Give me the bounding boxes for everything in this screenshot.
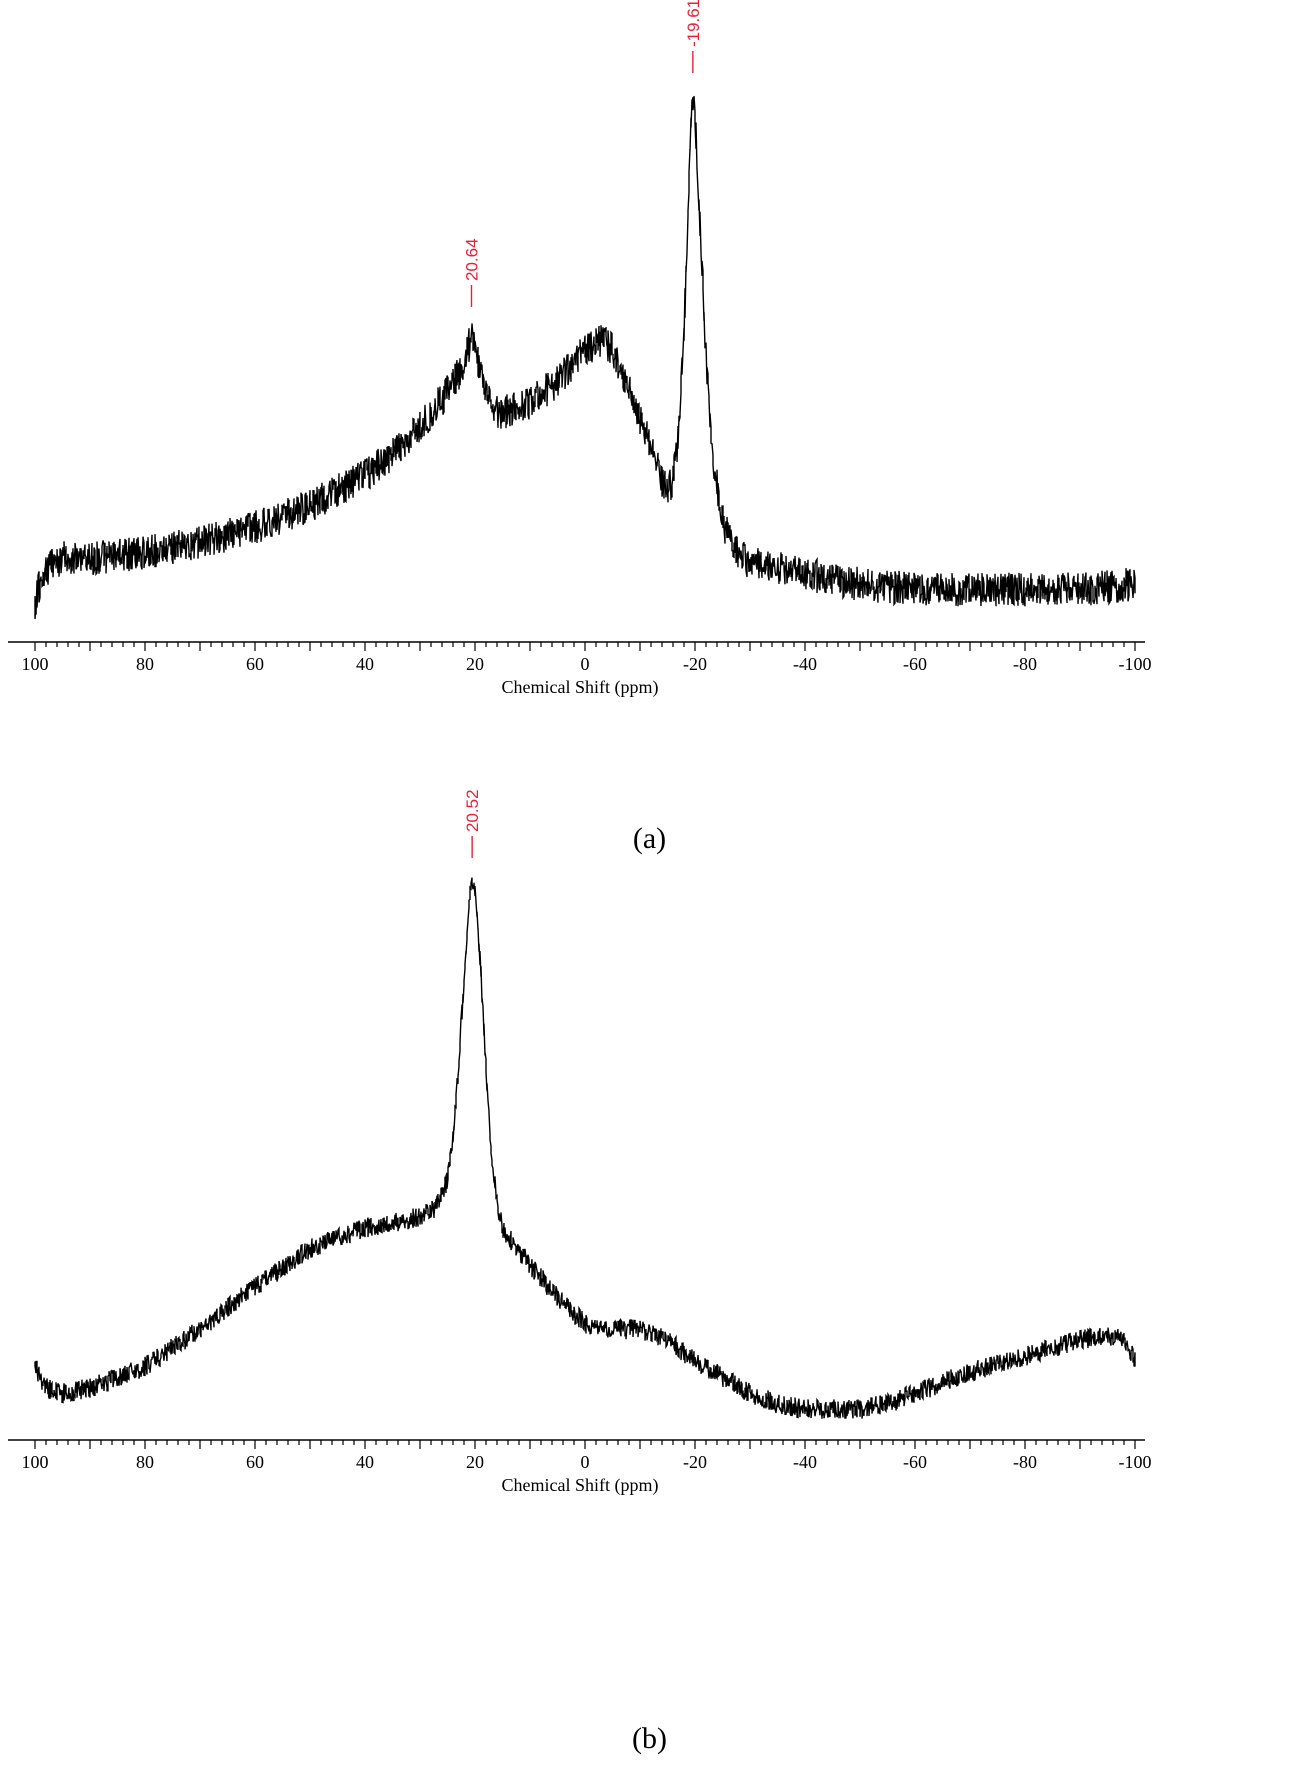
spectrum-panel-b: 100 80 60 40 20 0 -20 -40 -60 -80 -100 Chemical Shi…: [0, 789, 1299, 1773]
x-tick-label: -20: [683, 654, 707, 674]
x-tick-label: -20: [683, 1452, 707, 1472]
x-tick-label: 60: [246, 654, 264, 674]
x-tick-label: 40: [356, 654, 374, 674]
x-tick-label: -60: [903, 654, 927, 674]
x-tick-label: 0: [581, 654, 590, 674]
peak-label: -19.61: [684, 0, 703, 73]
x-tick-label: -60: [903, 1452, 927, 1472]
x-tick-label: 80: [136, 654, 154, 674]
x-tick-label: 20: [466, 1452, 484, 1472]
x-axis-label: Chemical Shift (ppm): [502, 677, 659, 698]
spectrum-panel-a: 100 80 60 40 20 0 -20 -40 -60 -80 -100 Chemical Shi…: [0, 0, 1299, 880]
x-tick-label: 60: [246, 1452, 264, 1472]
x-tick-label: 100: [22, 654, 49, 674]
spectrum-chart-a: 100 80 60 40 20 0 -20 -40 -60 -80 -100 Chemical Shi…: [8, 0, 1152, 698]
x-tick-label: -80: [1013, 654, 1037, 674]
peak-label: 20.52: [463, 789, 482, 858]
x-tick-label: 20: [466, 654, 484, 674]
spectrum-chart-b: 100 80 60 40 20 0 -20 -40 -60 -80 -100 Chemical Shi…: [8, 789, 1152, 1496]
x-tick-label: 0: [581, 1452, 590, 1472]
x-tick-label: -100: [1119, 654, 1152, 674]
spectrum-line: [34, 95, 1136, 620]
x-axis-label: Chemical Shift (ppm): [502, 1475, 659, 1496]
x-tick-label: -100: [1119, 1452, 1152, 1472]
x-tick-label: -40: [793, 654, 817, 674]
x-tick-label: 100: [22, 1452, 49, 1472]
peak-label-text: 20.64: [462, 238, 481, 281]
peak-label-text: 20.52: [463, 789, 482, 832]
x-tick-label: -40: [793, 1452, 817, 1472]
x-tick-label: 80: [136, 1452, 154, 1472]
x-tick-label: 40: [356, 1452, 374, 1472]
peak-label-text: -19.61: [684, 0, 703, 47]
panel-caption-a: (a): [632, 822, 667, 855]
peak-label: 20.64: [462, 238, 481, 307]
spectrum-line: [34, 877, 1136, 1419]
panel-caption-b: (b): [632, 1722, 667, 1755]
x-tick-label: -80: [1013, 1452, 1037, 1472]
